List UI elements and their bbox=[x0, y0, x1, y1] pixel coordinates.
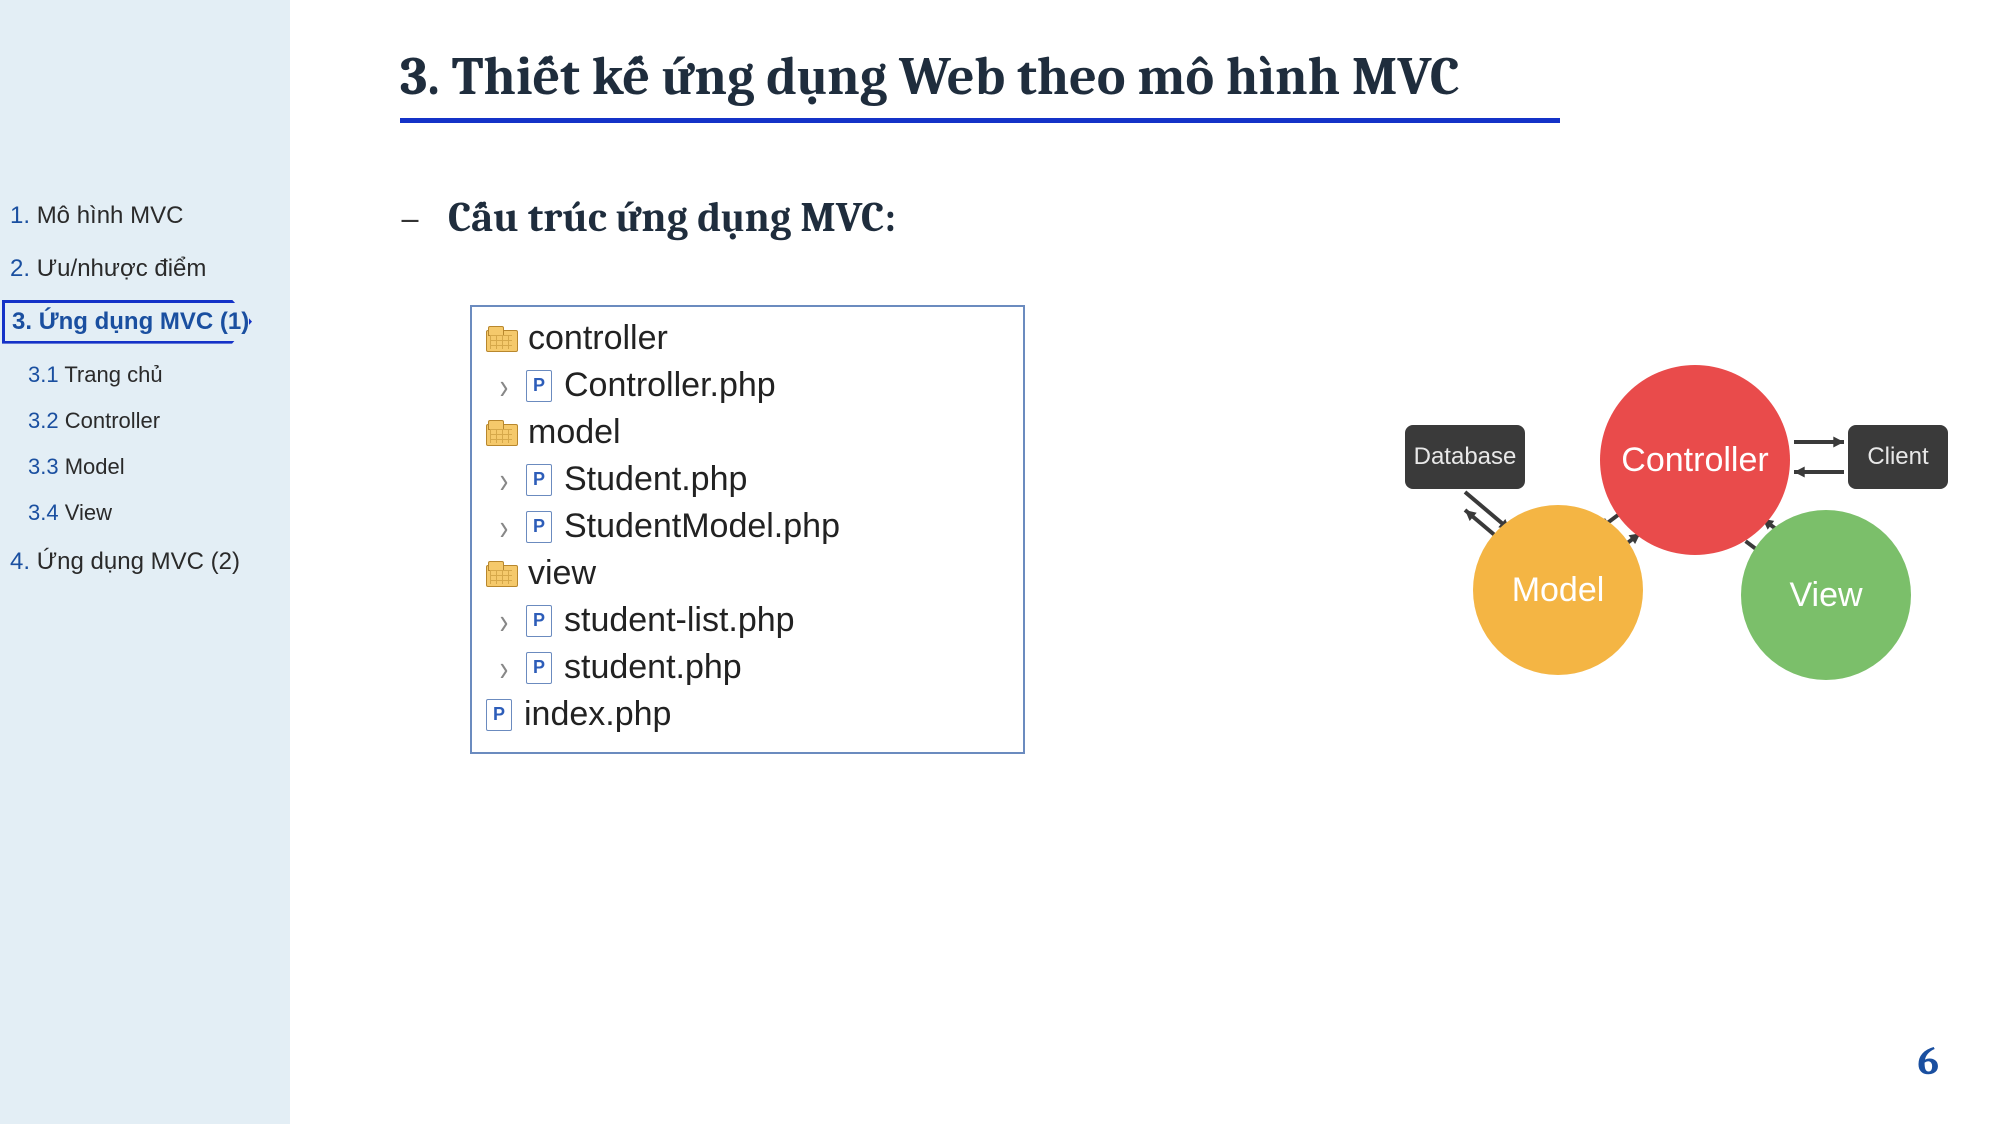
nav-num: 3.4 bbox=[28, 500, 59, 525]
chevron-right-icon: › bbox=[494, 513, 514, 541]
nav-label: Ưu/nhược điểm bbox=[37, 255, 207, 282]
nav-num: 3.3 bbox=[28, 454, 59, 479]
folder-label: view bbox=[528, 554, 596, 593]
nav-sidebar: 1. Mô hình MVC 2. Ưu/nhược điểm 3. Ứng d… bbox=[0, 0, 290, 1124]
php-file-icon: P bbox=[486, 699, 512, 731]
php-file-icon: P bbox=[526, 652, 552, 684]
tree-folder-row[interactable]: controller bbox=[486, 315, 1009, 362]
tree-file-row[interactable]: › P Student.php bbox=[486, 456, 1009, 503]
tree-file-row[interactable]: Pindex.php bbox=[486, 691, 1009, 738]
nav-label: Controller bbox=[65, 408, 160, 433]
tree-file-row[interactable]: › Pstudent.php bbox=[486, 644, 1009, 691]
file-label: index.php bbox=[524, 695, 671, 734]
bullet-dash: – bbox=[400, 195, 420, 241]
tree-file-row[interactable]: › P Controller.php bbox=[486, 362, 1009, 409]
title-underline bbox=[400, 118, 1560, 123]
subtitle-row: – Cấu trúc ứng dụng MVC: bbox=[400, 193, 1929, 242]
file-label: Student.php bbox=[564, 460, 747, 499]
tree-folder-row[interactable]: view bbox=[486, 550, 1009, 597]
diagram-circle-view: View bbox=[1741, 510, 1911, 680]
mvc-diagram: DatabaseClientControllerModelView bbox=[1110, 330, 1910, 800]
subtitle-text: Cấu trúc ứng dụng MVC: bbox=[448, 193, 896, 242]
php-file-icon: P bbox=[526, 464, 552, 496]
nav-label: Mô hình MVC bbox=[37, 202, 184, 229]
folder-icon bbox=[486, 561, 516, 587]
folder-label: controller bbox=[528, 319, 668, 358]
nav-label: View bbox=[65, 500, 112, 525]
nav-num: 4. bbox=[10, 548, 30, 575]
file-label: Controller.php bbox=[564, 366, 776, 405]
nav-sub-3-2[interactable]: 3.2 Controller bbox=[0, 398, 290, 444]
nav-label-active: 3. Ứng dụng MVC (1) bbox=[12, 308, 249, 336]
tree-file-row[interactable]: › Pstudent-list.php bbox=[486, 597, 1009, 644]
file-label: StudentModel.php bbox=[564, 507, 840, 546]
diagram-circle-controller: Controller bbox=[1600, 365, 1790, 555]
folder-icon bbox=[486, 326, 516, 352]
nav-item-2[interactable]: 2. Ưu/nhược điểm bbox=[0, 243, 290, 296]
nav-label: Trang chủ bbox=[64, 362, 162, 387]
slide-page: 1. Mô hình MVC 2. Ưu/nhược điểm 3. Ứng d… bbox=[0, 0, 1999, 1124]
file-label: student.php bbox=[564, 648, 742, 687]
nav-num: 3.2 bbox=[28, 408, 59, 433]
chevron-right-icon: › bbox=[494, 654, 514, 682]
nav-sub-3-4[interactable]: 3.4 View bbox=[0, 490, 290, 536]
php-file-icon: P bbox=[526, 605, 552, 637]
nav-label: Ứng dụng MVC (2) bbox=[37, 548, 240, 575]
diagram-circle-model: Model bbox=[1473, 505, 1643, 675]
chevron-right-icon: › bbox=[494, 607, 514, 635]
nav-item-1[interactable]: 1. Mô hình MVC bbox=[0, 190, 290, 243]
diagram-box-client: Client bbox=[1848, 425, 1948, 489]
nav-num: 2. bbox=[10, 255, 30, 282]
tree-file-row[interactable]: › P StudentModel.php bbox=[486, 503, 1009, 550]
folder-icon bbox=[486, 420, 516, 446]
main-content: 3. Thiết kế ứng dụng Web theo mô hình MV… bbox=[290, 0, 1999, 1124]
php-file-icon: P bbox=[526, 511, 552, 543]
tree-folder-row[interactable]: model bbox=[486, 409, 1009, 456]
nav-sub-3-3[interactable]: 3.3 Model bbox=[0, 444, 290, 490]
file-tree-panel: controller › P Controller.php model › P Student… bbox=[470, 305, 1025, 754]
nav-num: 3.1 bbox=[28, 362, 59, 387]
chevron-right-icon: › bbox=[494, 466, 514, 494]
nav-item-3-active[interactable]: 3. Ứng dụng MVC (1) bbox=[0, 300, 290, 348]
page-title: 3. Thiết kế ứng dụng Web theo mô hình MV… bbox=[400, 45, 1929, 114]
nav-label: Model bbox=[65, 454, 125, 479]
nav-item-4[interactable]: 4. Ứng dụng MVC (2) bbox=[0, 536, 290, 589]
file-label: student-list.php bbox=[564, 601, 795, 640]
nav-num: 1. bbox=[10, 202, 30, 229]
folder-label: model bbox=[528, 413, 621, 452]
chevron-right-icon: › bbox=[494, 372, 514, 400]
page-number: 6 bbox=[1917, 1038, 1939, 1084]
php-file-icon: P bbox=[526, 370, 552, 402]
nav-sub-3-1[interactable]: 3.1 Trang chủ bbox=[0, 352, 290, 398]
diagram-box-db: Database bbox=[1405, 425, 1525, 489]
